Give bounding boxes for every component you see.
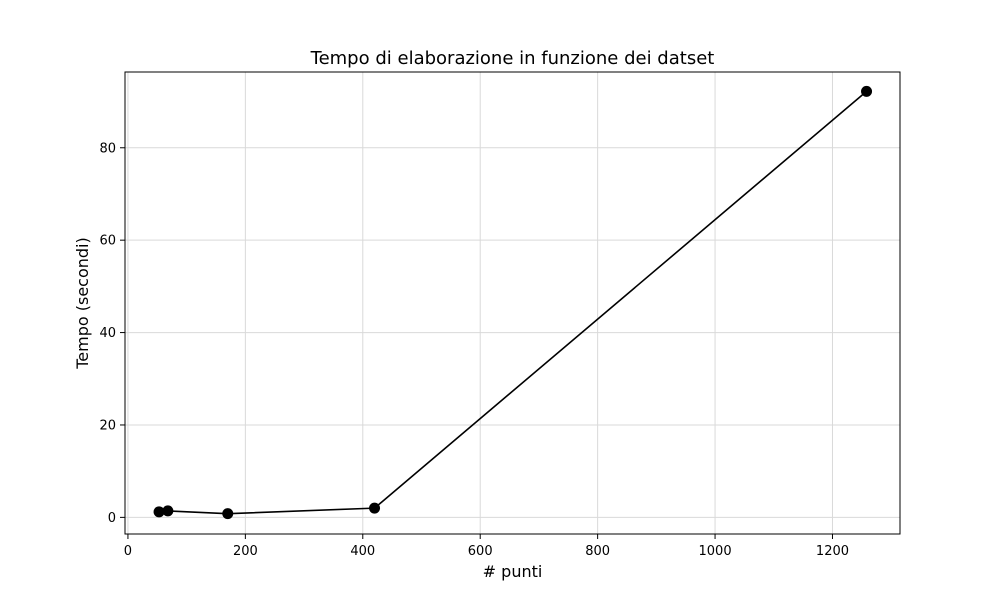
chart-title: Tempo di elaborazione in funzione dei da… [310, 48, 715, 69]
data-point-3 [369, 502, 381, 514]
x-tick-label-0: 0 [124, 544, 132, 559]
series-layer [153, 85, 873, 520]
x-tick-label-4: 800 [585, 544, 610, 559]
y-axis-label: Tempo (secondi) [73, 237, 92, 370]
y-tick-label-2: 40 [99, 326, 116, 341]
x-tick-label-1: 200 [233, 544, 258, 559]
grid [125, 72, 900, 534]
x-tick-label-5: 1000 [699, 544, 732, 559]
data-point-4 [861, 85, 873, 97]
y-tick-label-0: 0 [108, 511, 116, 526]
data-point-0 [153, 506, 165, 518]
x-tick-label-3: 600 [468, 544, 493, 559]
ticks: 0 200 400 600 800 1000 1200 0 20 40 60 80 [99, 141, 849, 559]
plot-frame [124, 71, 901, 535]
x-axis-label: # punti [483, 562, 543, 581]
data-point-1 [162, 505, 174, 517]
data-point-2 [222, 508, 234, 520]
x-tick-label-2: 400 [350, 544, 375, 559]
x-tick-label-6: 1200 [816, 544, 849, 559]
y-tick-label-3: 60 [99, 234, 116, 249]
y-tick-label-1: 20 [99, 418, 116, 433]
y-tick-label-4: 80 [99, 141, 116, 156]
